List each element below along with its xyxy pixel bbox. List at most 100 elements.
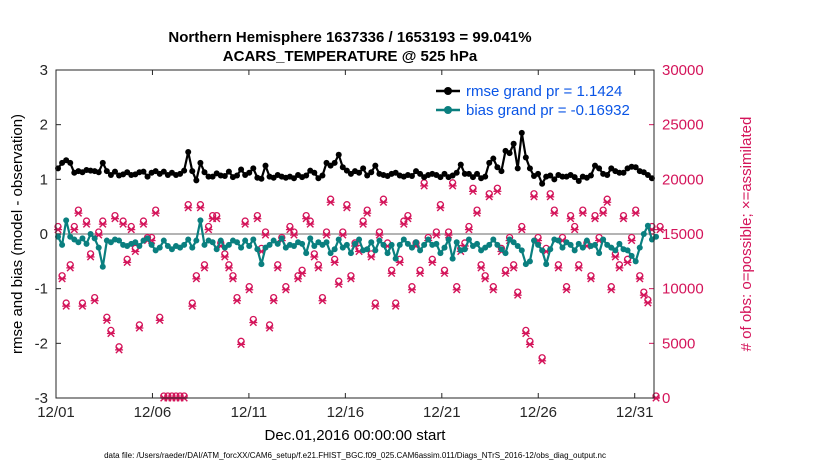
bias-point xyxy=(79,235,86,242)
left-y-tick-label: 0 xyxy=(40,226,48,243)
left-y-tick-label: -2 xyxy=(35,335,48,352)
rmse-point xyxy=(571,174,578,181)
x-tick-label: 12/26 xyxy=(519,404,557,421)
right-y-tick-label: 10000 xyxy=(662,281,704,298)
rmse-point xyxy=(620,169,627,176)
bias-point xyxy=(364,246,371,253)
bias-point xyxy=(75,239,82,246)
bias-point xyxy=(95,244,102,251)
rmse-point xyxy=(526,165,533,172)
rmse-point xyxy=(474,170,481,177)
legend-box xyxy=(430,82,648,124)
bias-point xyxy=(388,241,395,248)
bias-point xyxy=(225,241,232,248)
bias-point xyxy=(290,243,297,250)
rmse-point xyxy=(185,149,192,155)
right-y-tick-label: 15000 xyxy=(662,226,704,243)
rmse-point xyxy=(140,168,147,175)
bias-point xyxy=(445,236,452,243)
bias-point xyxy=(530,237,537,244)
bias-point xyxy=(331,246,338,253)
plot-frame xyxy=(55,69,655,399)
bias-point xyxy=(274,240,281,247)
bias-point xyxy=(343,241,350,248)
legend: rmse grand pr = 1.1424 bias grand pr = -… xyxy=(430,82,648,124)
bias-point xyxy=(425,236,432,243)
bias-point xyxy=(303,250,310,257)
bias-point xyxy=(201,241,208,248)
x-tick-label: 12/11 xyxy=(231,404,267,421)
bias-point xyxy=(579,244,586,251)
bias-point xyxy=(653,233,660,240)
bias-point xyxy=(250,236,257,243)
bias-point xyxy=(59,241,66,248)
rmse-point xyxy=(356,169,363,176)
rmse-point xyxy=(177,170,184,177)
bias-point xyxy=(474,240,481,247)
bias-point xyxy=(502,250,509,257)
rmse-point xyxy=(535,170,542,177)
rmse-point xyxy=(482,173,489,180)
rmse-point xyxy=(604,171,611,178)
x-tick-label: 12/31 xyxy=(616,404,654,421)
left-y-tick-label: -3 xyxy=(35,390,48,407)
bias-point xyxy=(571,247,578,254)
bias-point xyxy=(465,236,472,243)
bias-point xyxy=(437,250,444,257)
rmse-point xyxy=(67,159,74,166)
bias-point xyxy=(624,247,631,254)
rmse-point xyxy=(111,168,118,175)
bias-point xyxy=(449,255,456,262)
left-y-axis-ticks: 3 2 1 0 -1 -2 -3 xyxy=(35,62,61,407)
bias-point xyxy=(254,246,261,253)
bias-point xyxy=(392,255,399,262)
right-y-axis-label: # of obs: o=possible; ×=assimilated xyxy=(738,117,755,352)
rmse-point xyxy=(498,168,505,175)
rmse-point xyxy=(250,165,257,172)
rmse-point xyxy=(95,169,102,176)
bias-point xyxy=(490,236,497,243)
rmse-point xyxy=(331,159,338,166)
chart-title-line2: ACARS_TEMPERATURE @ 525 hPa xyxy=(223,48,478,65)
legend-rmse-marker xyxy=(444,87,452,95)
rmse-point xyxy=(262,162,269,169)
x-axis-ticks: 12/01 12/06 12/11 12/16 12/21 12/26 12/31 xyxy=(37,70,653,421)
rmse-point xyxy=(339,164,346,171)
rmse-point xyxy=(457,161,464,168)
bias-point xyxy=(181,241,188,248)
rmse-point xyxy=(648,175,655,182)
rmse-point xyxy=(144,173,151,180)
rmse-point xyxy=(518,129,525,136)
bias-point xyxy=(376,237,383,244)
bias-point xyxy=(327,250,334,257)
bias-point xyxy=(193,237,200,244)
right-y-tick-label: 25000 xyxy=(662,117,704,134)
rmse-point xyxy=(160,168,167,175)
rmse-point xyxy=(551,176,558,183)
bias-point xyxy=(368,239,375,246)
rmse-point xyxy=(335,151,342,158)
bias-point xyxy=(278,235,285,242)
rmse-point xyxy=(209,173,216,180)
rmse-point xyxy=(453,169,460,176)
bias-point xyxy=(209,239,216,246)
left-y-tick-label: 3 xyxy=(40,62,48,79)
bias-point xyxy=(518,247,525,254)
bias-point xyxy=(616,240,623,247)
bias-point xyxy=(486,241,493,248)
bias-point xyxy=(87,231,94,237)
rmse-point xyxy=(408,173,415,180)
bias-point xyxy=(632,258,639,265)
bias-point xyxy=(356,236,363,243)
rmse-point xyxy=(575,177,582,184)
bias-point xyxy=(234,239,241,246)
bias-point xyxy=(380,241,387,248)
rmse-point xyxy=(469,174,476,181)
bias-point xyxy=(408,244,415,251)
bias-point xyxy=(526,258,533,265)
left-y-tick-label: 2 xyxy=(40,117,48,134)
bias-point xyxy=(148,241,155,248)
bias-series xyxy=(55,217,660,270)
x-tick-label: 12/16 xyxy=(327,404,365,421)
